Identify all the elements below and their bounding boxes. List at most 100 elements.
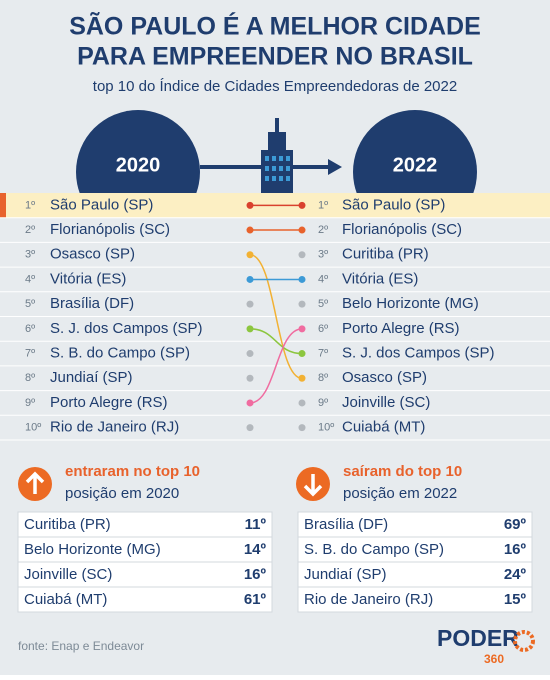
rank: 10º	[25, 422, 41, 434]
table-row	[297, 586, 533, 613]
city-2020: Rio de Janeiro (RJ)	[50, 419, 179, 436]
badge	[76, 110, 200, 193]
city-2020: Osasco (SP)	[50, 246, 135, 263]
rank: 5º	[318, 298, 328, 310]
rank: 7º	[25, 347, 35, 359]
dot	[298, 226, 306, 234]
rank: 6º	[318, 323, 328, 335]
table-position: 61º	[244, 591, 267, 608]
rank: 4º	[25, 273, 35, 285]
dot	[246, 350, 254, 358]
panel-title: saíram do top 10	[343, 463, 462, 480]
dot	[298, 374, 306, 382]
dot	[246, 325, 254, 333]
table-city: S. B. do Campo (SP)	[304, 541, 444, 558]
rank: 8º	[318, 372, 328, 384]
panel-subtitle: posição em 2020	[65, 485, 179, 502]
dot	[298, 251, 306, 259]
building	[268, 132, 286, 152]
city-2020: Porto Alegre (RS)	[50, 394, 168, 411]
year-label: 2022	[393, 154, 438, 176]
city-2022: Porto Alegre (RS)	[342, 320, 460, 337]
rank: 1º	[318, 199, 328, 211]
table-position: 14º	[244, 541, 267, 558]
logo-sub: 360	[484, 652, 504, 666]
table-city: Curitiba (PR)	[24, 516, 111, 533]
table-position: 24º	[504, 566, 527, 583]
rank: 10º	[318, 422, 334, 434]
dot	[298, 424, 306, 432]
table-position: 16º	[504, 541, 527, 558]
subtitle: top 10 do Índice de Cidades Empreendedor…	[93, 78, 457, 95]
dot	[246, 424, 254, 432]
city-2022: Curitiba (PR)	[342, 246, 429, 263]
link	[249, 254, 303, 379]
table-city: Rio de Janeiro (RJ)	[304, 591, 433, 608]
highlight-bar	[0, 193, 6, 218]
table-city: Joinville (SC)	[24, 566, 112, 583]
table-row	[17, 561, 273, 588]
city-2020: Florianópolis (SC)	[50, 221, 170, 238]
icon-arrow	[303, 474, 323, 497]
rank: 3º	[25, 249, 35, 261]
dot	[298, 300, 306, 308]
table-row	[17, 511, 273, 538]
city-2022: Vitória (ES)	[342, 270, 418, 287]
year-badges	[76, 110, 477, 193]
dot	[246, 300, 254, 308]
table-position: 15º	[504, 591, 527, 608]
rank: 7º	[318, 347, 328, 359]
windows	[265, 156, 290, 181]
rank: 3º	[318, 249, 328, 261]
city-2020: Brasília (DF)	[50, 295, 134, 312]
rank: 5º	[25, 298, 35, 310]
city-2020: S. J. dos Campos (SP)	[50, 320, 203, 337]
table-city: Jundiaí (SP)	[304, 566, 387, 583]
table-city: Brasília (DF)	[304, 516, 388, 533]
icon-arrow	[25, 471, 45, 494]
source: fonte: Enap e Endeavor	[18, 639, 144, 653]
city-2022: Belo Horizonte (MG)	[342, 295, 479, 312]
city-2022: Joinville (SC)	[342, 394, 430, 411]
city-2020: São Paulo (SP)	[50, 196, 153, 213]
dot	[246, 226, 254, 234]
rank: 2º	[25, 224, 35, 236]
city-2020: Vitória (ES)	[50, 270, 126, 287]
link	[249, 328, 303, 404]
arrow-head	[328, 159, 342, 175]
dot	[246, 374, 254, 382]
dot	[298, 201, 306, 209]
dot	[246, 399, 254, 407]
dot	[246, 201, 254, 209]
city-2022: Osasco (SP)	[342, 369, 427, 386]
city-2022: S. J. dos Campos (SP)	[342, 345, 495, 362]
table-city: Cuiabá (MT)	[24, 591, 107, 608]
rank: 4º	[318, 273, 328, 285]
badge	[353, 110, 477, 193]
city-2022: Cuiabá (MT)	[342, 419, 425, 436]
city-2022: São Paulo (SP)	[342, 196, 445, 213]
rank: 1º	[25, 199, 35, 211]
logo-icon	[513, 630, 535, 652]
table-row	[297, 511, 533, 538]
city-2022: Florianópolis (SC)	[342, 221, 462, 238]
table-row	[297, 536, 533, 563]
panel-subtitle: posição em 2022	[343, 485, 457, 502]
building	[275, 118, 279, 133]
city-2020: S. B. do Campo (SP)	[50, 345, 190, 362]
dot	[246, 275, 254, 283]
panel-title: entraram no top 10	[65, 463, 200, 480]
dot	[298, 399, 306, 407]
table-position: 11º	[245, 516, 267, 533]
dot	[298, 275, 306, 283]
logo: PODER	[437, 625, 519, 651]
title: SÃO PAULO É A MELHOR CIDADE	[69, 11, 481, 41]
rank: 8º	[25, 372, 35, 384]
rank: 9º	[25, 397, 35, 409]
dot	[246, 251, 254, 259]
link	[249, 328, 303, 355]
dot	[298, 350, 306, 358]
rank: 9º	[318, 397, 328, 409]
table-position: 69º	[504, 516, 527, 533]
year-label: 2020	[116, 154, 161, 176]
